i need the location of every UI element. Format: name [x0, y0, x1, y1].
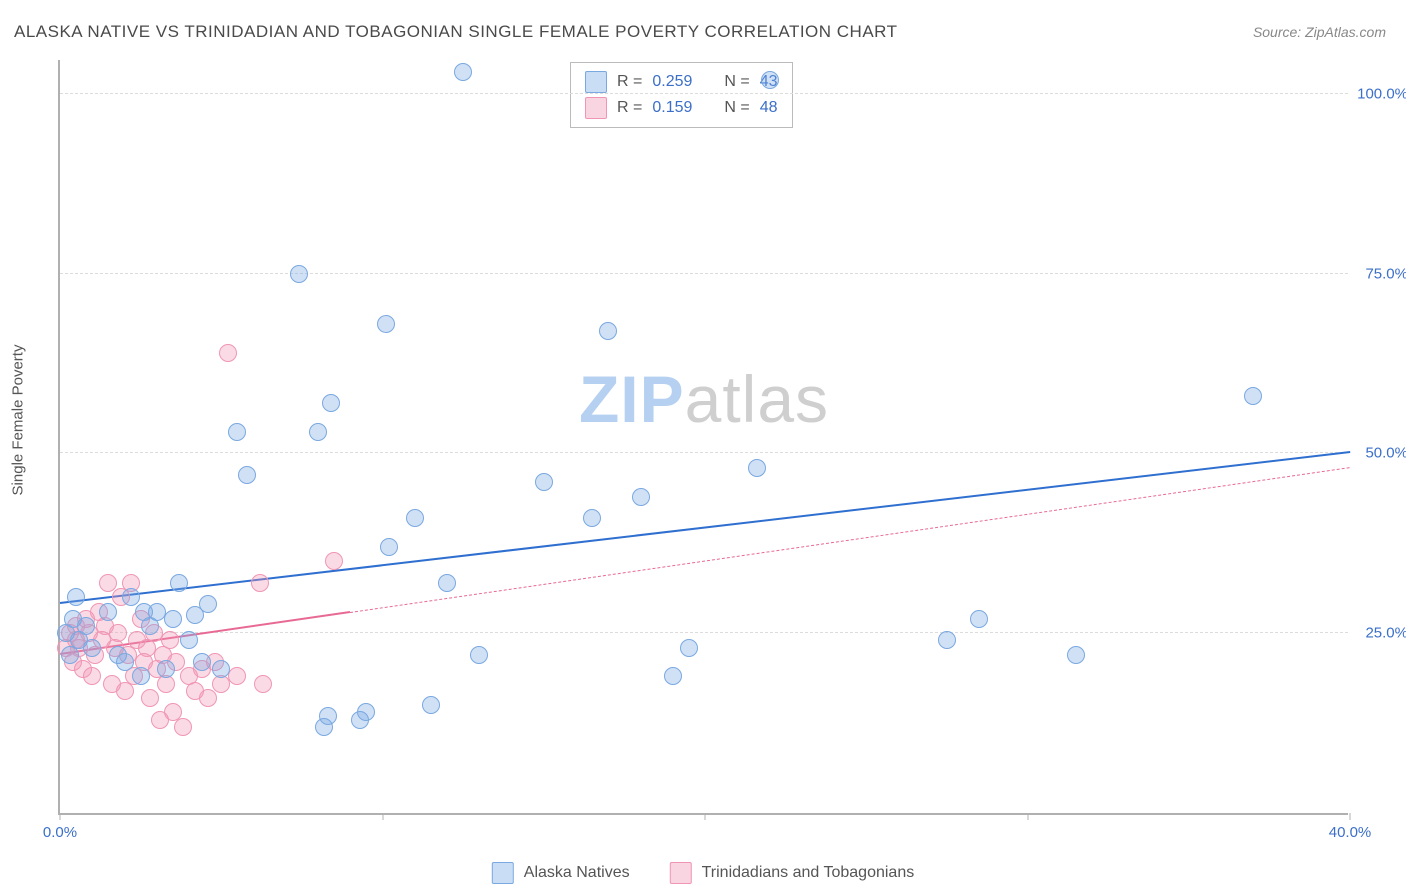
y-tick-label: 100.0%	[1353, 85, 1406, 102]
y-axis-title: Single Female Poverty	[10, 345, 27, 496]
x-tick-mark	[60, 813, 61, 820]
n-value-pink: 48	[760, 99, 778, 117]
data-point	[164, 610, 182, 628]
swatch-blue	[585, 71, 607, 93]
data-point	[212, 660, 230, 678]
correlation-row-pink: R = 0.159 N = 48	[585, 95, 778, 121]
data-point	[664, 667, 682, 685]
data-point	[748, 459, 766, 477]
chart-title: ALASKA NATIVE VS TRINIDADIAN AND TOBAGON…	[14, 22, 898, 42]
x-tick-mark	[1027, 813, 1028, 820]
data-point	[422, 696, 440, 714]
watermark: ZIPatlas	[579, 361, 829, 437]
data-point	[199, 595, 217, 613]
legend-label-blue: Alaska Natives	[524, 864, 630, 882]
swatch-blue	[492, 862, 514, 884]
data-point	[470, 646, 488, 664]
swatch-pink	[670, 862, 692, 884]
data-point	[116, 653, 134, 671]
data-point	[290, 265, 308, 283]
data-point	[761, 71, 779, 89]
data-point	[970, 610, 988, 628]
data-point	[199, 689, 217, 707]
series-legend: Alaska Natives Trinidadians and Tobagoni…	[492, 862, 914, 884]
data-point	[161, 631, 179, 649]
data-point	[157, 660, 175, 678]
data-point	[535, 473, 553, 491]
data-point	[238, 466, 256, 484]
data-point	[228, 667, 246, 685]
data-point	[170, 574, 188, 592]
y-tick-label: 50.0%	[1353, 445, 1406, 462]
data-point	[380, 538, 398, 556]
data-point	[83, 639, 101, 657]
y-tick-label: 75.0%	[1353, 265, 1406, 282]
y-tick-label: 25.0%	[1353, 625, 1406, 642]
x-tick-label: 0.0%	[43, 824, 77, 841]
data-point	[406, 509, 424, 527]
data-point	[141, 689, 159, 707]
data-point	[357, 703, 375, 721]
r-label: R =	[617, 73, 642, 91]
data-point	[938, 631, 956, 649]
data-point	[77, 617, 95, 635]
data-point	[1067, 646, 1085, 664]
source-attribution: Source: ZipAtlas.com	[1253, 24, 1386, 40]
n-label: N =	[724, 99, 749, 117]
data-point	[454, 63, 472, 81]
data-point	[132, 667, 150, 685]
data-point	[83, 667, 101, 685]
data-point	[309, 423, 327, 441]
chart-container: ALASKA NATIVE VS TRINIDADIAN AND TOBAGON…	[0, 0, 1406, 892]
data-point	[109, 624, 127, 642]
x-tick-mark	[705, 813, 706, 820]
data-point	[99, 603, 117, 621]
data-point	[122, 588, 140, 606]
data-point	[219, 344, 237, 362]
grid-line	[60, 452, 1348, 453]
data-point	[319, 707, 337, 725]
data-point	[251, 574, 269, 592]
data-point	[180, 631, 198, 649]
r-value-pink: 0.159	[652, 99, 692, 117]
data-point	[438, 574, 456, 592]
data-point	[322, 394, 340, 412]
watermark-atlas: atlas	[685, 362, 829, 436]
r-label: R =	[617, 99, 642, 117]
data-point	[599, 322, 617, 340]
x-tick-label: 40.0%	[1329, 824, 1372, 841]
watermark-zip: ZIP	[579, 362, 685, 436]
legend-item-pink: Trinidadians and Tobagonians	[670, 862, 915, 884]
n-label: N =	[724, 73, 749, 91]
data-point	[193, 653, 211, 671]
x-tick-mark	[382, 813, 383, 820]
data-point	[174, 718, 192, 736]
data-point	[632, 488, 650, 506]
correlation-row-blue: R = 0.259 N = 43	[585, 69, 778, 95]
grid-line	[60, 632, 1348, 633]
plot-area: ZIPatlas R = 0.259 N = 43 R = 0.159 N = …	[58, 60, 1348, 815]
swatch-pink	[585, 97, 607, 119]
grid-line	[60, 273, 1348, 274]
data-point	[1244, 387, 1262, 405]
data-point	[228, 423, 246, 441]
data-point	[583, 509, 601, 527]
data-point	[325, 552, 343, 570]
r-value-blue: 0.259	[652, 73, 692, 91]
trend-line	[350, 467, 1350, 613]
data-point	[99, 574, 117, 592]
x-tick-mark	[1350, 813, 1351, 820]
data-point	[680, 639, 698, 657]
data-point	[377, 315, 395, 333]
correlation-legend: R = 0.259 N = 43 R = 0.159 N = 48	[570, 62, 793, 128]
grid-line	[60, 93, 1348, 94]
legend-label-pink: Trinidadians and Tobagonians	[702, 864, 915, 882]
legend-item-blue: Alaska Natives	[492, 862, 630, 884]
data-point	[254, 675, 272, 693]
data-point	[67, 588, 85, 606]
